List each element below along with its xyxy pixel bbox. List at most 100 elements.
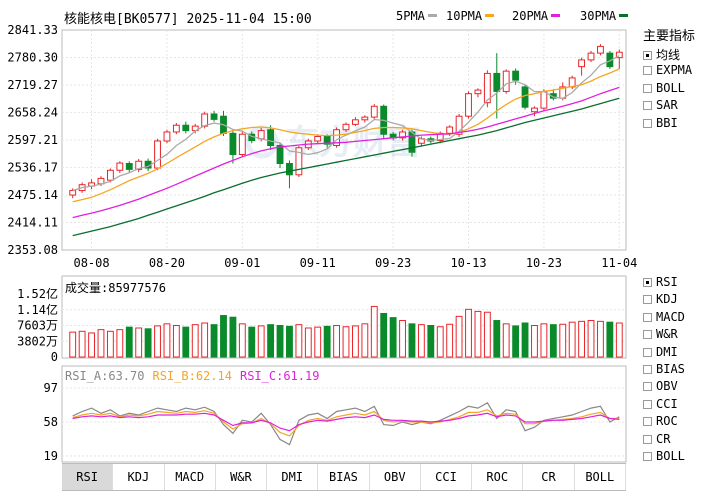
volume-bar xyxy=(295,324,303,358)
tab-kdj[interactable]: KDJ xyxy=(113,464,165,490)
sub-indicator-dmi[interactable]: DMI xyxy=(643,345,678,359)
ma10-line xyxy=(72,68,620,203)
volume-bar xyxy=(493,320,501,358)
candle-down xyxy=(125,163,133,170)
sub-indicator-label: MACD xyxy=(656,309,685,324)
main-indicator-bbi[interactable]: BBI xyxy=(643,116,678,130)
candle-up xyxy=(295,147,303,176)
volume-bar xyxy=(257,325,265,358)
checkbox-icon[interactable] xyxy=(643,278,652,287)
sub-indicator-boll[interactable]: BOLL xyxy=(643,449,685,463)
candle-up xyxy=(578,59,586,68)
sub-indicator-roc[interactable]: ROC xyxy=(643,414,678,428)
candle-down xyxy=(267,129,275,146)
sub-indicator-kdj[interactable]: KDJ xyxy=(643,292,678,306)
ma-legend-label: 10PMA xyxy=(446,9,483,23)
tab-dmi[interactable]: DMI xyxy=(267,464,319,490)
sub-indicator-obv[interactable]: OBV xyxy=(643,379,678,393)
candle-up xyxy=(135,160,143,170)
checkbox-icon[interactable] xyxy=(643,330,652,340)
volume-bar xyxy=(352,325,359,358)
volume-bar xyxy=(361,323,369,358)
tab-bias[interactable]: BIAS xyxy=(318,464,370,490)
volume-bar xyxy=(399,320,406,358)
volume-bar xyxy=(436,326,444,358)
checkbox-icon[interactable] xyxy=(643,347,652,357)
ma-legend-swatch xyxy=(551,14,561,17)
checkbox-icon[interactable] xyxy=(643,382,652,392)
volume-bar xyxy=(191,324,199,358)
rsi-tick-label: 97 xyxy=(44,381,58,395)
candle-down xyxy=(512,70,520,81)
volume-bar xyxy=(389,317,397,358)
checkbox-icon[interactable] xyxy=(643,118,652,128)
rsi-c-line xyxy=(72,412,620,432)
main-indicator-boll[interactable]: BOLL xyxy=(643,81,685,95)
sub-indicator-rsi[interactable]: RSI xyxy=(643,275,678,289)
main-indicator-[interactable]: 均线 xyxy=(643,46,680,63)
rsi-a-line xyxy=(72,401,620,446)
volume-bar xyxy=(78,330,86,358)
sub-indicator-macd[interactable]: MACD xyxy=(643,310,685,324)
candle-up xyxy=(314,135,322,142)
price-tick-label: 2597.21 xyxy=(7,133,58,147)
tab-rsi[interactable]: RSI xyxy=(62,464,114,490)
ma-layer xyxy=(72,55,620,237)
checkbox-icon[interactable] xyxy=(643,83,652,93)
main-indicator-sar[interactable]: SAR xyxy=(643,98,678,112)
candle-up xyxy=(361,116,369,121)
tab-obv[interactable]: OBV xyxy=(370,464,421,490)
volume-bar xyxy=(323,325,331,358)
ma-legend-label: 5PMA xyxy=(396,9,425,23)
sub-indicator-wr[interactable]: W&R xyxy=(643,327,678,341)
checkbox-icon[interactable] xyxy=(643,295,652,305)
tab-boll[interactable]: BOLL xyxy=(575,464,626,490)
tab-wr[interactable]: W&R xyxy=(216,464,268,490)
tab-cr[interactable]: CR xyxy=(523,464,575,490)
checkbox-icon[interactable] xyxy=(643,51,652,60)
checkbox-icon[interactable] xyxy=(643,417,652,427)
rsi-tick-label: 19 xyxy=(44,449,58,463)
sub-indicator-cci[interactable]: CCI xyxy=(643,397,678,411)
volume-bars xyxy=(69,305,623,358)
volume-bar xyxy=(116,329,124,358)
volume-bar xyxy=(210,324,218,358)
volume-bar xyxy=(276,325,284,358)
sub-indicator-label: BIAS xyxy=(656,362,685,376)
volume-bar xyxy=(502,323,510,358)
price-tick-label: 2841.33 xyxy=(7,23,58,37)
main-indicator-expma[interactable]: EXPMA xyxy=(643,63,692,77)
volume-bar xyxy=(97,329,105,358)
checkbox-icon[interactable] xyxy=(643,312,652,322)
ma20-line xyxy=(72,86,620,219)
sub-indicator-cr[interactable]: CR xyxy=(643,432,670,446)
date-tick-label: 09-23 xyxy=(375,256,411,270)
checkbox-icon[interactable] xyxy=(643,452,652,461)
candle-up xyxy=(615,51,623,59)
volume-bar xyxy=(597,320,604,358)
checkbox-icon[interactable] xyxy=(643,399,652,409)
chart-title: 核能核电[BK0577] 2025-11-04 15:00 xyxy=(64,12,312,27)
checkbox-icon[interactable] xyxy=(643,66,652,76)
tab-roc[interactable]: ROC xyxy=(472,464,524,490)
checkbox-icon[interactable] xyxy=(643,101,652,111)
ma5-line xyxy=(72,55,620,192)
date-tick-label: 09-11 xyxy=(300,256,336,270)
tab-cci[interactable]: CCI xyxy=(421,464,473,490)
volume-bar xyxy=(229,316,237,358)
ma-legend-swatch xyxy=(485,14,495,17)
candle-up xyxy=(370,105,378,118)
candle-up xyxy=(540,90,548,109)
checkbox-icon[interactable] xyxy=(643,434,652,444)
sub-indicator-label: OBV xyxy=(656,379,678,394)
tab-macd[interactable]: MACD xyxy=(165,464,216,490)
date-tick-label: 08-08 xyxy=(73,256,109,270)
candle-up xyxy=(446,126,454,134)
sub-indicator-label: BOLL xyxy=(656,449,685,463)
checkbox-icon[interactable] xyxy=(643,365,652,374)
sub-indicator-bias[interactable]: BIAS xyxy=(643,362,685,376)
price-tick-label: 2536.17 xyxy=(7,161,58,175)
ma-legend-item: 30PMA xyxy=(580,9,629,23)
